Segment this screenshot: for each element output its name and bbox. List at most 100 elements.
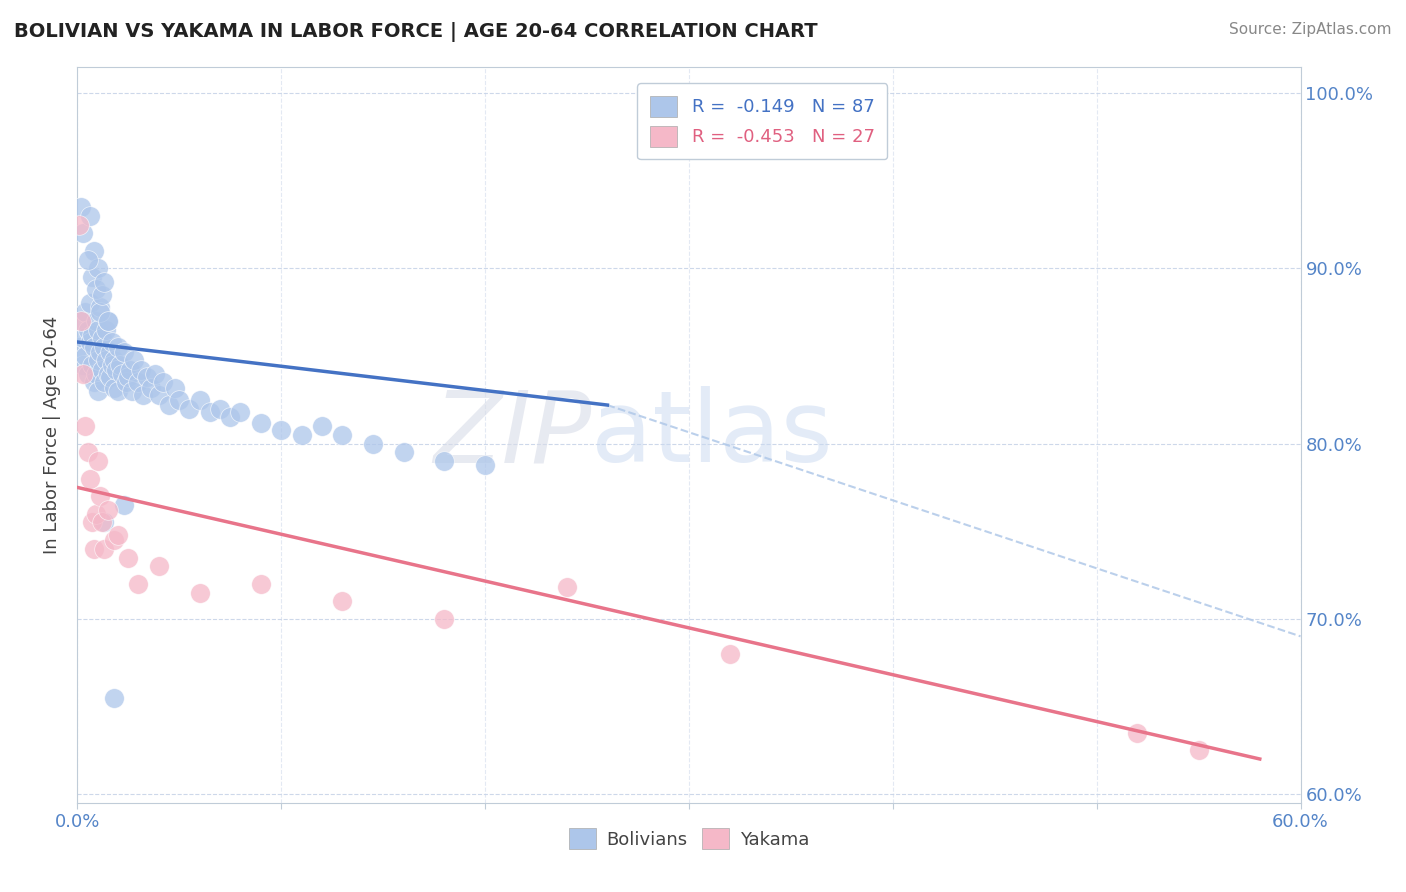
Point — [229, 405, 252, 419]
Point — [117, 550, 139, 565]
Point — [169, 392, 191, 407]
Point — [83, 541, 105, 556]
Point — [76, 252, 98, 267]
Point — [94, 352, 117, 367]
Point — [179, 401, 201, 416]
Point — [124, 352, 146, 367]
Point — [108, 358, 131, 372]
Point — [87, 454, 110, 468]
Point — [97, 367, 120, 381]
Point — [93, 541, 115, 556]
Point — [90, 331, 112, 345]
Point — [115, 376, 138, 390]
Point — [80, 516, 103, 530]
Point — [392, 445, 415, 459]
Point — [139, 380, 162, 394]
Point — [107, 384, 129, 398]
Point — [87, 261, 110, 276]
Point — [93, 340, 115, 354]
Point — [76, 323, 98, 337]
Point — [72, 367, 94, 381]
Point — [93, 516, 115, 530]
Point — [80, 358, 103, 372]
Point — [84, 314, 107, 328]
Point — [103, 352, 125, 367]
Point — [250, 576, 273, 591]
Point — [111, 367, 134, 381]
Point — [97, 314, 120, 328]
Point — [112, 498, 135, 512]
Point — [103, 690, 125, 705]
Point — [75, 305, 97, 319]
Point — [72, 331, 94, 345]
Point — [89, 305, 111, 319]
Point — [80, 270, 103, 285]
Point — [97, 314, 120, 328]
Point — [79, 334, 101, 349]
Point — [131, 387, 153, 401]
Text: Source: ZipAtlas.com: Source: ZipAtlas.com — [1229, 22, 1392, 37]
Point — [103, 533, 125, 547]
Point — [107, 340, 129, 354]
Point — [72, 227, 94, 241]
Point — [97, 503, 120, 517]
Point — [70, 314, 93, 328]
Point — [129, 363, 152, 377]
Point — [135, 370, 157, 384]
Point — [89, 345, 111, 359]
Point — [718, 647, 741, 661]
Point — [79, 209, 101, 223]
Point — [93, 276, 115, 290]
Point — [127, 376, 149, 390]
Point — [1126, 725, 1149, 739]
Point — [94, 323, 117, 337]
Point — [84, 282, 107, 296]
Point — [84, 367, 107, 381]
Point — [105, 363, 128, 377]
Point — [89, 300, 111, 314]
Point — [89, 489, 111, 503]
Point — [270, 423, 292, 437]
Point — [103, 380, 125, 394]
Point — [93, 376, 115, 390]
Point — [120, 363, 142, 377]
Point — [101, 334, 124, 349]
Point — [188, 585, 211, 599]
Point — [72, 358, 94, 372]
Point — [219, 410, 242, 425]
Point — [290, 428, 312, 442]
Point — [76, 367, 98, 381]
Point — [87, 384, 110, 398]
Point — [84, 507, 107, 521]
Point — [79, 296, 101, 310]
Point — [79, 472, 101, 486]
Point — [90, 287, 112, 301]
Point — [157, 398, 180, 412]
Point — [208, 401, 231, 416]
Point — [165, 380, 187, 394]
Text: atlas: atlas — [591, 386, 832, 483]
Point — [198, 405, 221, 419]
Point — [107, 527, 129, 541]
Point — [152, 376, 174, 390]
Point — [311, 419, 333, 434]
Point — [127, 576, 149, 591]
Point — [87, 323, 110, 337]
Point — [90, 363, 112, 377]
Point — [1187, 743, 1209, 757]
Point — [148, 387, 170, 401]
Point — [433, 612, 456, 626]
Point — [67, 340, 90, 354]
Point — [188, 392, 211, 407]
Point — [112, 345, 135, 359]
Point — [555, 580, 578, 594]
Point — [250, 416, 273, 430]
Legend: Bolivians, Yakama: Bolivians, Yakama — [561, 821, 817, 856]
Point — [76, 445, 98, 459]
Point — [117, 370, 139, 384]
Point — [474, 458, 496, 472]
Point — [70, 314, 93, 328]
Point — [83, 244, 105, 258]
Point — [143, 367, 166, 381]
Text: BOLIVIAN VS YAKAMA IN LABOR FORCE | AGE 20-64 CORRELATION CHART: BOLIVIAN VS YAKAMA IN LABOR FORCE | AGE … — [14, 22, 818, 42]
